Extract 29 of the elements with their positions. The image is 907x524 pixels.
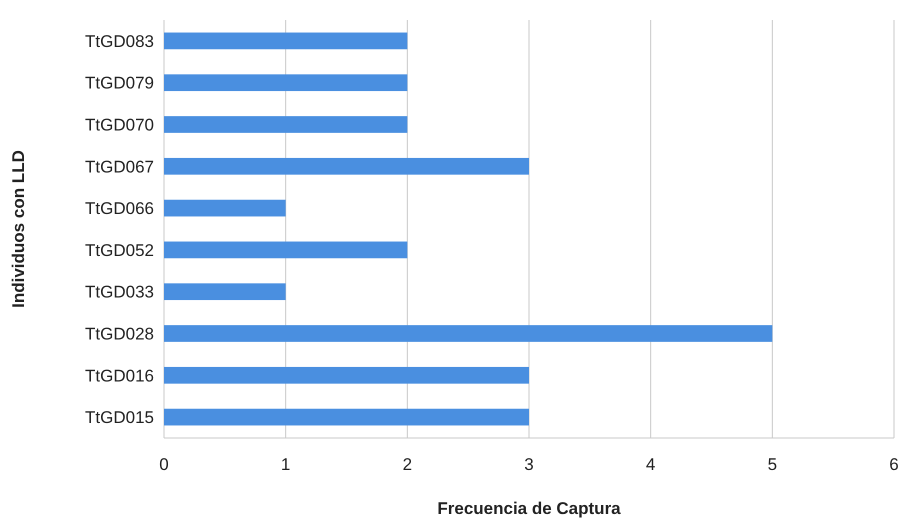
y-tick-label: TtGD052 bbox=[85, 240, 154, 260]
bar bbox=[164, 242, 408, 258]
y-tick-label: TtGD066 bbox=[85, 199, 154, 218]
bar bbox=[164, 325, 772, 342]
x-tick-label: 1 bbox=[280, 455, 290, 474]
x-tick-label: 2 bbox=[402, 455, 412, 474]
y-tick-label: TtGD033 bbox=[85, 282, 154, 302]
bar bbox=[164, 408, 529, 426]
x-axis-title: Frecuencia de Captura bbox=[437, 499, 622, 518]
y-tick-label: TtGD016 bbox=[85, 366, 154, 386]
y-tick-label: TtGD083 bbox=[85, 32, 154, 51]
x-tick-label: 4 bbox=[646, 455, 656, 474]
bar bbox=[164, 283, 286, 300]
x-tick-label: 5 bbox=[768, 455, 778, 474]
x-tick-label: 3 bbox=[524, 455, 534, 474]
bar bbox=[164, 366, 529, 384]
bar bbox=[164, 158, 529, 175]
x-tick-label: 0 bbox=[159, 455, 169, 474]
y-axis-title: Individuos con LLD bbox=[9, 150, 28, 308]
y-tick-label: TtGD028 bbox=[85, 324, 154, 344]
x-tick-label: 6 bbox=[889, 455, 899, 474]
bar bbox=[164, 116, 408, 133]
y-tick-label: TtGD070 bbox=[85, 115, 154, 134]
bar bbox=[164, 200, 286, 216]
bar bbox=[164, 32, 408, 50]
bar bbox=[164, 74, 408, 92]
y-tick-label: TtGD067 bbox=[85, 157, 154, 176]
y-tick-label: TtGD079 bbox=[85, 74, 154, 93]
y-tick-label: TtGD015 bbox=[85, 408, 154, 428]
